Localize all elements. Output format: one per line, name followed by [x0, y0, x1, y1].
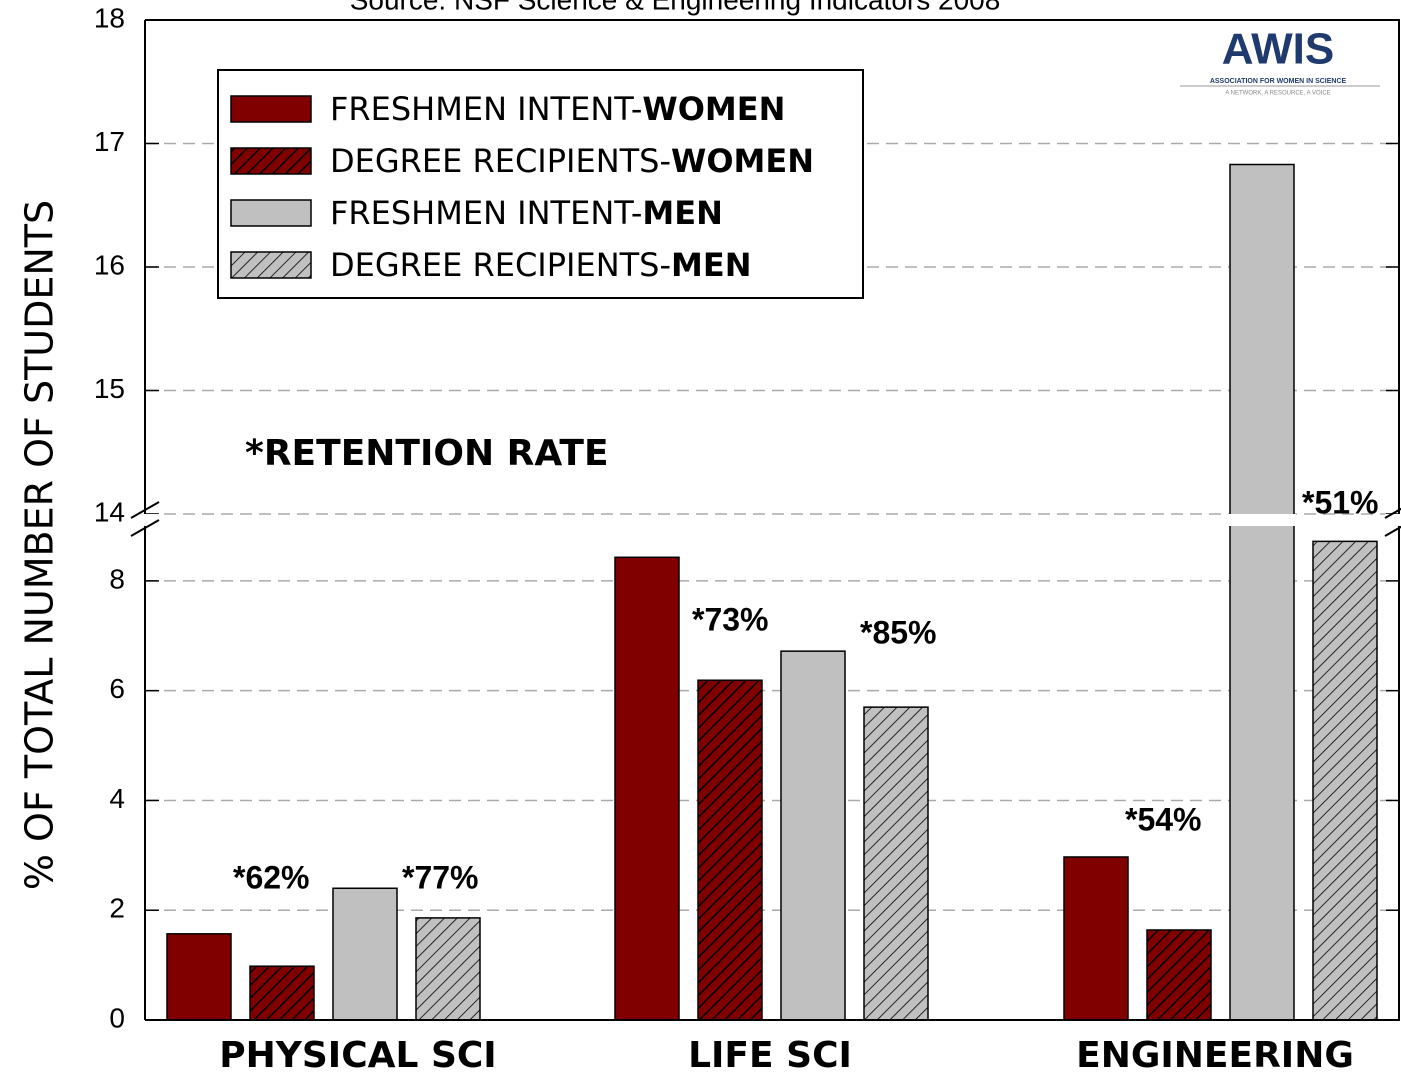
y-tick-label: 2 — [109, 893, 125, 924]
logo-line: ASSOCIATION FOR WOMEN IN SCIENCE — [1210, 78, 1347, 85]
bar — [697, 679, 763, 1021]
bar — [415, 917, 481, 1021]
break-mark — [1384, 525, 1401, 537]
annotation: *54% — [1125, 801, 1202, 837]
x-tick-label: PHYSICAL SCI — [219, 1035, 496, 1076]
bar — [332, 887, 398, 1021]
bar — [1146, 929, 1212, 1021]
y-tick-label: 17 — [94, 126, 125, 157]
break-mark — [130, 501, 160, 519]
y-axis-label: % OF TOTAL NUMBER OF STUDENTS — [18, 200, 62, 890]
bar — [614, 556, 680, 1021]
break-gap — [1228, 514, 1296, 526]
legend-swatch — [230, 199, 312, 227]
legend-box — [217, 69, 864, 299]
logo-line: A NETWORK, A RESOURCE, A VOICE — [1225, 91, 1330, 97]
x-tick-label: LIFE SCI — [688, 1035, 852, 1076]
bar — [1063, 856, 1129, 1021]
legend-swatch — [230, 251, 312, 279]
y-tick-label: 8 — [109, 563, 125, 594]
y-tick-label: 6 — [109, 673, 125, 704]
annotation: *62% — [233, 859, 310, 895]
break-gap — [1385, 514, 1401, 526]
bar — [249, 965, 315, 1021]
y-tick-label: 4 — [109, 783, 125, 814]
break-mark — [130, 519, 160, 537]
annotation: *77% — [402, 859, 479, 895]
bar — [863, 706, 929, 1021]
y-tick-label: 16 — [94, 249, 125, 280]
source: Source: NSF Science & Engineering Indica… — [350, 0, 1001, 15]
note: *RETENTION RATE — [245, 433, 609, 474]
y-tick-label: 18 — [94, 2, 125, 33]
bar — [1229, 163, 1295, 1021]
legend-label: FRESHMEN INTENT-WOMEN — [330, 90, 785, 128]
legend-label: DEGREE RECIPIENTS-MEN — [330, 246, 752, 284]
bar — [780, 650, 846, 1021]
legend: FRESHMEN INTENT-WOMEN DEGREE RECIPIENTS-W… — [217, 69, 864, 299]
legend-swatch — [230, 147, 312, 175]
legend-swatch — [230, 95, 312, 123]
legend-label: FRESHMEN INTENT-MEN — [330, 194, 723, 232]
y-tick-label: 0 — [109, 1002, 125, 1033]
logo: AWIS — [1222, 25, 1334, 74]
bar — [1312, 540, 1378, 1021]
x-tick-label: ENGINEERING — [1076, 1035, 1354, 1076]
annotation: *51% — [1302, 484, 1379, 520]
annotation: *73% — [692, 601, 769, 637]
bar — [166, 933, 232, 1021]
y-tick-label: 15 — [94, 373, 125, 404]
break-mark — [1384, 507, 1401, 519]
y-tick-label: 14 — [94, 496, 125, 527]
annotation: *85% — [860, 614, 937, 650]
legend-label: DEGREE RECIPIENTS-WOMEN — [330, 142, 814, 180]
